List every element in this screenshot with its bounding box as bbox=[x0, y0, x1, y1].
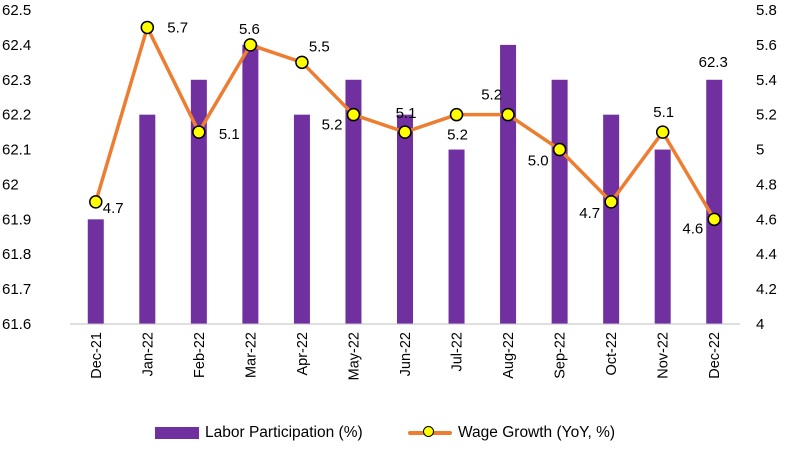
right-tick-label: 4 bbox=[756, 316, 764, 333]
left-tick-label: 61.9 bbox=[2, 211, 31, 228]
right-axis-ticks: 4 4.2 4.4 4.6 4.8 5 5.2 5.4 5.6 5.8 bbox=[756, 2, 777, 333]
bar bbox=[603, 114, 620, 325]
bar bbox=[448, 149, 465, 324]
line-data-label: 5.2 bbox=[481, 87, 502, 104]
line-data-label: 5.2 bbox=[447, 127, 468, 144]
bar bbox=[87, 219, 104, 324]
line-marker bbox=[655, 125, 670, 139]
left-tick-label: 61.8 bbox=[2, 246, 31, 263]
line-data-label: 4.7 bbox=[579, 205, 600, 222]
x-tick-label: Dec-22 bbox=[707, 332, 723, 379]
bar-series bbox=[87, 44, 723, 325]
line-data-label: 5.1 bbox=[219, 126, 240, 143]
left-axis-ticks: 61.6 61.7 61.8 61.9 62 62.1 62.2 62.3 62.4 62.5 bbox=[2, 2, 31, 333]
right-tick-label: 4.2 bbox=[756, 281, 777, 298]
line-series bbox=[89, 20, 721, 227]
line-marker bbox=[346, 107, 361, 122]
x-tick-label: Jan-22 bbox=[140, 332, 156, 376]
line-marker bbox=[89, 195, 103, 209]
bar bbox=[500, 44, 517, 325]
line-data-label: 5.1 bbox=[396, 105, 417, 122]
line-data-label: 5.2 bbox=[322, 117, 343, 134]
right-tick-label: 5 bbox=[756, 142, 764, 159]
left-tick-label: 62.3 bbox=[2, 72, 31, 89]
line-marker bbox=[552, 142, 567, 157]
x-tick-label: Aug-22 bbox=[501, 332, 517, 379]
left-tick-label: 62.5 bbox=[2, 2, 31, 19]
right-tick-label: 5.8 bbox=[756, 2, 777, 19]
right-tick-label: 5.4 bbox=[756, 72, 777, 89]
data-labels: 4.7 5.7 5.1 5.6 5.5 5.2 5.1 5.2 5.2 5.0 4.7 5.1 4.6 6… bbox=[103, 19, 728, 237]
left-tick-label: 62.2 bbox=[2, 107, 31, 124]
left-tick-label: 62.1 bbox=[2, 142, 31, 159]
legend-swatch-bar bbox=[155, 427, 199, 439]
line-marker bbox=[295, 55, 309, 70]
legend-label-line: Wage Growth (YoY, %) bbox=[458, 424, 616, 441]
line-marker bbox=[398, 125, 412, 139]
line-marker bbox=[707, 212, 721, 227]
x-tick-label: Jun-22 bbox=[398, 332, 414, 376]
line-data-label: 5.5 bbox=[309, 38, 330, 55]
x-tick-label: Apr-22 bbox=[295, 332, 311, 376]
x-tick-label: Feb-22 bbox=[192, 332, 208, 378]
legend-item-line: Wage Growth (YoY, %) bbox=[408, 420, 615, 446]
bar bbox=[190, 79, 207, 325]
left-tick-label: 62 bbox=[2, 176, 19, 193]
line-marker bbox=[501, 107, 515, 122]
legend: Labor Participation (%) Wage Growth (YoY… bbox=[0, 420, 800, 446]
x-axis-ticks: Dec-21 Jan-22 Feb-22 Mar-22 Apr-22 May-22 Jun-… bbox=[89, 332, 723, 380]
legend-swatch-line bbox=[408, 426, 452, 440]
bar bbox=[706, 79, 723, 325]
bar bbox=[397, 114, 413, 325]
line-data-label: 5.0 bbox=[528, 153, 549, 170]
bar bbox=[139, 114, 156, 325]
right-tick-label: 4.6 bbox=[756, 211, 777, 228]
right-tick-label: 5.2 bbox=[756, 107, 777, 124]
right-tick-label: 4.8 bbox=[756, 176, 777, 193]
legend-item-bars: Labor Participation (%) bbox=[155, 420, 363, 446]
right-tick-label: 5.6 bbox=[756, 37, 777, 54]
x-tick-label: Sep-22 bbox=[553, 332, 569, 379]
bar-data-label: 62.3 bbox=[699, 54, 728, 71]
legend-label-bars: Labor Participation (%) bbox=[205, 424, 363, 441]
line-data-label: 5.7 bbox=[167, 19, 188, 36]
line-data-label: 5.6 bbox=[239, 21, 260, 38]
bar bbox=[242, 44, 259, 325]
bar bbox=[345, 79, 362, 325]
bar bbox=[551, 79, 568, 325]
x-tick-label: Jul-22 bbox=[450, 332, 466, 372]
x-tick-label: Oct-22 bbox=[604, 332, 620, 376]
line-marker bbox=[243, 38, 258, 52]
legend-marker-icon bbox=[423, 426, 434, 437]
x-tick-label: Dec-21 bbox=[89, 332, 105, 379]
line-marker bbox=[449, 107, 464, 122]
line-data-label: 4.7 bbox=[103, 200, 124, 217]
left-tick-label: 61.7 bbox=[2, 281, 31, 298]
x-tick-label: Nov-22 bbox=[656, 332, 672, 379]
bar bbox=[293, 114, 310, 325]
line-marker bbox=[140, 20, 155, 35]
line-marker bbox=[192, 125, 206, 139]
right-tick-label: 4.4 bbox=[756, 246, 777, 263]
left-tick-label: 61.6 bbox=[2, 316, 31, 333]
line-data-label: 4.6 bbox=[682, 220, 703, 237]
x-tick-label: Mar-22 bbox=[243, 332, 259, 378]
bar bbox=[654, 149, 671, 324]
line-data-label: 5.1 bbox=[653, 104, 674, 121]
left-tick-label: 62.4 bbox=[2, 37, 31, 54]
x-tick-label: May-22 bbox=[346, 332, 362, 380]
line-marker bbox=[604, 195, 618, 209]
